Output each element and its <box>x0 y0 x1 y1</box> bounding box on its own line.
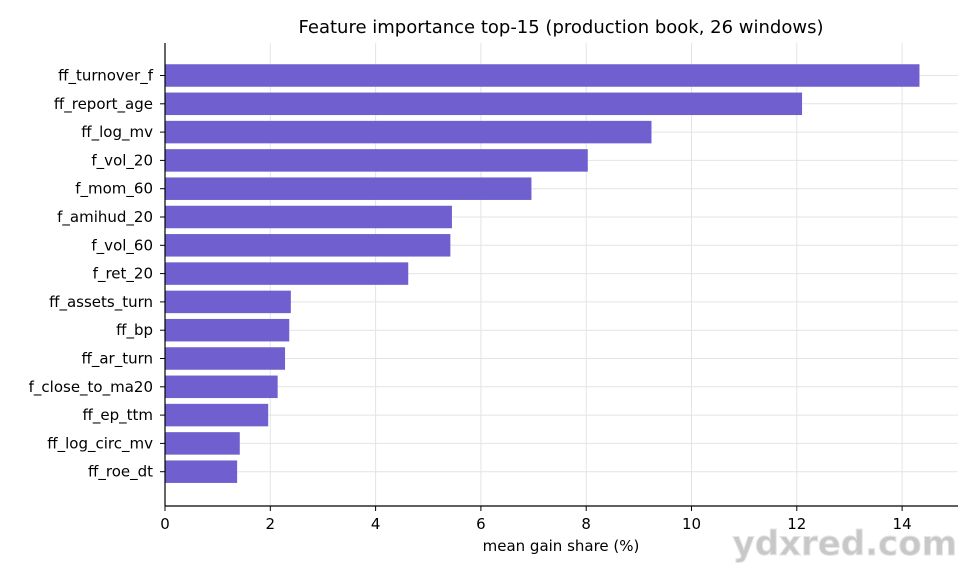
bar-ff-ep-ttm <box>165 403 269 427</box>
bar-f-amihud-20 <box>165 205 452 229</box>
chart-title: Feature importance top-15 (production bo… <box>299 17 824 38</box>
y-tick-label: ff_log_mv <box>81 123 153 142</box>
bar-ff-roe-dt <box>165 460 238 483</box>
x-tick-label: 10 <box>682 515 701 533</box>
x-tick-labels: 0 2 4 6 8 10 12 14 <box>160 506 912 533</box>
y-tick-label: ff_assets_turn <box>49 293 153 312</box>
bar-f-vol-60 <box>165 234 451 257</box>
y-tick-label: ff_log_circ_mv <box>47 434 153 453</box>
x-tick-label: 6 <box>476 515 486 533</box>
bar-ff-ar-turn <box>165 347 286 370</box>
y-tick-label: f_close_to_ma20 <box>29 378 153 397</box>
y-tick-label: ff_turnover_f <box>58 67 154 86</box>
bar-ff-log-circ-mv <box>165 432 240 455</box>
bar-ff-log-mv <box>165 120 652 144</box>
bar-f-ret-20 <box>165 262 409 285</box>
bar-ff-report-age <box>165 92 803 116</box>
y-tick-label: f_amihud_20 <box>57 208 153 227</box>
x-axis-label: mean gain share (%) <box>483 537 640 555</box>
bar-f-vol-20 <box>165 149 588 172</box>
watermark: ydxred.com <box>733 524 957 564</box>
bar-ff-assets-turn <box>165 290 291 314</box>
x-tick-label: 2 <box>266 515 276 533</box>
y-tick-labels: ff_turnover_f ff_report_age ff_log_mv f_vol… <box>29 67 165 482</box>
x-tick-label: 12 <box>787 515 806 533</box>
y-tick-label: ff_ep_ttm <box>83 406 153 425</box>
y-tick-label: ff_roe_dt <box>88 463 153 482</box>
bar-ff-turnover-f <box>165 64 920 87</box>
x-tick-label: 14 <box>893 515 912 533</box>
y-tick-label: ff_bp <box>116 321 153 340</box>
bar-f-close-to-ma20 <box>165 375 278 399</box>
x-tick-label: 4 <box>371 515 381 533</box>
bar-ff-bp <box>165 318 290 342</box>
y-tick-label: ff_report_age <box>54 95 153 114</box>
bar-f-mom-60 <box>165 177 532 200</box>
x-tick-label: 0 <box>160 515 170 533</box>
y-tick-label: f_mom_60 <box>75 180 153 199</box>
bars <box>165 64 920 483</box>
y-tick-label: ff_ar_turn <box>82 350 154 369</box>
y-tick-label: f_ret_20 <box>93 265 153 284</box>
y-tick-label: f_vol_60 <box>91 236 153 255</box>
x-tick-label: 8 <box>581 515 591 533</box>
y-tick-label: f_vol_20 <box>91 151 153 170</box>
